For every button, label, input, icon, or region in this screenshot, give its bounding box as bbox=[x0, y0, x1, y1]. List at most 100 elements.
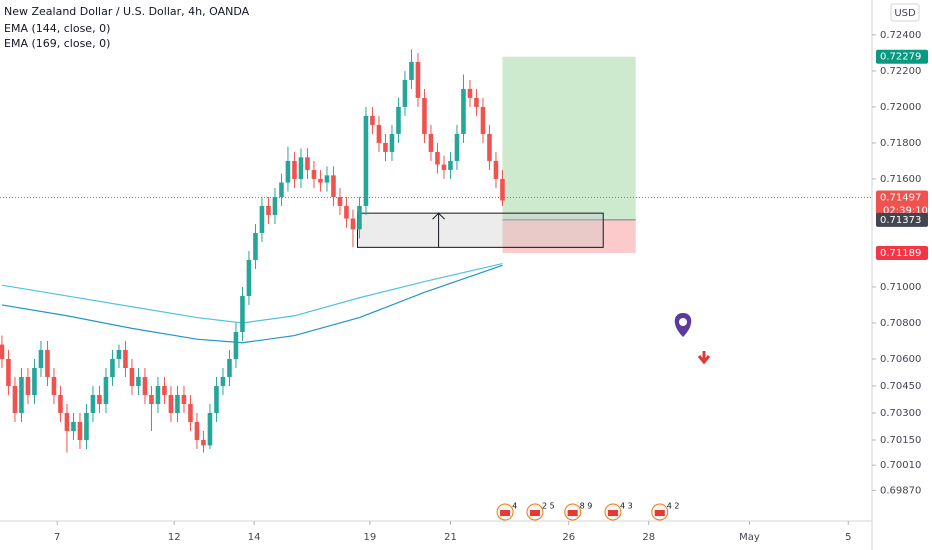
candle-body bbox=[149, 394, 154, 404]
candle-body bbox=[123, 349, 128, 368]
candle-body bbox=[253, 232, 258, 260]
candle-body bbox=[233, 331, 239, 359]
y-tick-label: 0.70450 bbox=[880, 381, 921, 392]
y-tick-label: 0.72000 bbox=[880, 102, 921, 113]
event-label[interactable]: 4 2 bbox=[667, 502, 680, 511]
profit-zone[interactable] bbox=[502, 56, 636, 220]
y-tick-label: 0.72400 bbox=[880, 30, 921, 41]
candle-body bbox=[71, 421, 76, 431]
price-tag bbox=[876, 190, 928, 219]
candle-body bbox=[435, 151, 440, 165]
candle-body bbox=[97, 394, 102, 404]
range-box[interactable] bbox=[357, 212, 604, 248]
candle-body bbox=[383, 142, 388, 152]
ema-line bbox=[1, 264, 503, 344]
candle-body bbox=[305, 157, 310, 170]
x-tick-label: 7 bbox=[54, 532, 60, 543]
event-label[interactable]: 8 9 bbox=[580, 502, 593, 511]
candle-body bbox=[155, 385, 161, 404]
candle-body bbox=[500, 178, 505, 201]
candle-body bbox=[129, 367, 135, 386]
y-tick-label: 0.70300 bbox=[880, 408, 921, 419]
event-flag[interactable] bbox=[529, 510, 540, 516]
candle-body bbox=[116, 349, 122, 359]
candle-body bbox=[415, 61, 421, 98]
candle-body bbox=[467, 88, 473, 98]
candle-body bbox=[461, 88, 466, 134]
y-tick-label: 0.71000 bbox=[880, 282, 921, 293]
candle-body bbox=[77, 421, 83, 440]
candle-body bbox=[19, 376, 24, 413]
candle-body bbox=[12, 385, 18, 413]
candle-body bbox=[376, 124, 382, 143]
y-tick-label: 0.70010 bbox=[880, 460, 921, 471]
candle-body bbox=[324, 175, 330, 183]
candle-body bbox=[493, 160, 499, 179]
candle-body bbox=[64, 412, 70, 431]
indicator-legend[interactable]: EMA (169, close, 0) bbox=[4, 37, 110, 50]
candle-body bbox=[448, 160, 453, 170]
candle-body bbox=[51, 376, 57, 395]
candle-body bbox=[266, 205, 271, 215]
candle-body bbox=[84, 412, 89, 440]
candle-body bbox=[32, 367, 37, 395]
chart-title: New Zealand Dollar / U.S. Dollar, 4h, OA… bbox=[4, 5, 250, 18]
price-tag-label: 0.71373 bbox=[880, 215, 921, 226]
candle-body bbox=[201, 439, 206, 446]
event-flag[interactable] bbox=[567, 510, 578, 516]
candle-body bbox=[285, 160, 291, 183]
y-tick-label: 0.70600 bbox=[880, 354, 921, 365]
candle-body bbox=[194, 421, 200, 440]
indicator-legend[interactable]: EMA (144, close, 0) bbox=[4, 22, 110, 35]
candle-body bbox=[311, 169, 317, 179]
y-tick-label: 0.71800 bbox=[880, 138, 921, 149]
candle-body bbox=[246, 259, 252, 296]
price-tag-label: 0.72279 bbox=[880, 52, 921, 63]
candle-body bbox=[350, 218, 356, 230]
currency[interactable]: USD bbox=[894, 8, 916, 19]
candle-body bbox=[279, 182, 284, 197]
candle-body bbox=[175, 394, 180, 413]
currency-box[interactable] bbox=[890, 3, 920, 22]
candle-body bbox=[422, 97, 427, 134]
map-marker[interactable] bbox=[674, 313, 692, 337]
event-label[interactable]: 4 3 bbox=[620, 502, 633, 511]
price-tag bbox=[876, 212, 928, 227]
event-label[interactable]: 4 bbox=[512, 502, 517, 511]
candle-body bbox=[402, 79, 408, 107]
candle-body bbox=[318, 178, 323, 183]
candle-body bbox=[480, 106, 486, 134]
candle-body bbox=[474, 97, 479, 107]
candle-body bbox=[344, 205, 349, 219]
candle-body bbox=[396, 106, 401, 134]
range-arrow bbox=[432, 212, 445, 248]
y-tick-label: 0.70800 bbox=[880, 318, 921, 329]
candle-body bbox=[90, 394, 96, 413]
candle-body bbox=[220, 376, 226, 386]
candle-body bbox=[58, 394, 63, 413]
event-flag[interactable] bbox=[654, 510, 665, 516]
price-tag-label: 0.71497 bbox=[880, 192, 921, 203]
candle-body bbox=[227, 358, 232, 377]
event-flag[interactable] bbox=[607, 510, 618, 516]
candle-body bbox=[389, 133, 395, 152]
price-tag bbox=[876, 245, 928, 260]
candle-body bbox=[45, 349, 50, 377]
candle-body bbox=[38, 349, 44, 368]
candle-body bbox=[240, 295, 245, 332]
candle-body bbox=[370, 115, 375, 125]
y-tick-label: 0.72200 bbox=[880, 66, 921, 77]
candle-body bbox=[259, 205, 265, 233]
candle-body bbox=[136, 376, 141, 386]
candle-body bbox=[331, 175, 336, 197]
event-flag[interactable] bbox=[500, 510, 511, 516]
price-tag bbox=[876, 49, 928, 64]
candle-body bbox=[272, 196, 278, 215]
candle-body bbox=[428, 133, 434, 152]
x-tick-label: May bbox=[739, 532, 760, 543]
candle-body bbox=[103, 376, 109, 404]
event-label[interactable]: 2 5 bbox=[542, 502, 555, 511]
